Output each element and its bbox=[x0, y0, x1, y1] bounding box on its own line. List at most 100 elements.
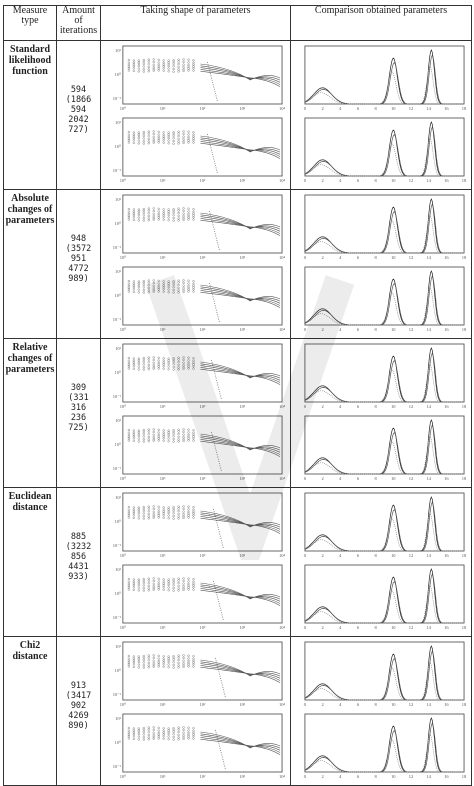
x-tick-label: 4 bbox=[339, 702, 342, 707]
x-tick-label: 16 bbox=[444, 404, 449, 409]
parameter-trajectory-markers bbox=[127, 279, 195, 294]
convergence-curves bbox=[200, 135, 281, 159]
y-tick-label: 10⁰ bbox=[115, 740, 121, 745]
x-tick-label: 2 bbox=[321, 625, 323, 630]
comparison-cell: 0 2 4 6 8 10 12 14 16 18 0 2 4 6 8 10 12 14 16 18 bbox=[290, 487, 472, 637]
y-tick-label: 10⁰ bbox=[115, 72, 121, 77]
x-tick-label: 6 bbox=[357, 178, 360, 183]
x-tick-label: 10¹ bbox=[160, 476, 166, 481]
iterations-cell: 885 (3232 856 4431 933) bbox=[56, 487, 101, 637]
x-tick-label: 10³ bbox=[239, 702, 245, 707]
comparison-figure: 0 2 4 6 8 10 12 14 16 18 0 2 4 6 8 10 12 14 16 18 bbox=[304, 641, 467, 779]
convergence-curves bbox=[200, 659, 281, 683]
header-amount-of-iterations: Amount of iterations bbox=[56, 5, 101, 41]
x-tick-label: 18 bbox=[462, 476, 467, 481]
x-tick-label: 10⁴ bbox=[279, 327, 285, 332]
mu-convergence-panel: 10¹ 10⁰ 10⁻¹ 10⁰ 10¹ 10² 10³ 10⁴ bbox=[113, 641, 285, 707]
convergence-curves bbox=[200, 361, 281, 385]
x-tick-label: 16 bbox=[444, 255, 449, 260]
x-tick-label: 10² bbox=[200, 404, 206, 409]
y-tick-label: 10¹ bbox=[115, 567, 121, 572]
x-tick-label: 10² bbox=[200, 625, 206, 630]
y-tick-label: 10⁻¹ bbox=[113, 543, 122, 548]
x-tick-label: 14 bbox=[426, 553, 431, 558]
header-taking-shape: Taking shape of parameters bbox=[100, 5, 291, 41]
x-tick-label: 10⁰ bbox=[120, 625, 126, 630]
x-tick-label: 0 bbox=[304, 625, 307, 630]
x-tick-label: 2 bbox=[321, 553, 323, 558]
x-tick-label: 8 bbox=[375, 476, 378, 481]
x-tick-label: 10 bbox=[391, 255, 396, 260]
iterations-value: 594 (1866 594 2042 727) bbox=[65, 85, 92, 135]
y-tick-label: 10¹ bbox=[115, 120, 121, 125]
iterations-cell: 948 (3572 951 4772 989) bbox=[56, 189, 101, 339]
sigma-convergence-panel: 10¹ 10⁰ 10⁻¹ 10⁰ 10¹ 10² 10³ 10⁴ bbox=[113, 266, 285, 332]
x-tick-label: 4 bbox=[339, 625, 342, 630]
mu-convergence-panel: 10¹ 10⁰ 10⁻¹ 10⁰ 10¹ 10² 10³ 10⁴ bbox=[113, 343, 285, 409]
x-tick-label: 10⁰ bbox=[120, 702, 126, 707]
x-tick-label: 0 bbox=[304, 476, 307, 481]
mu-convergence-panel: 10¹ 10⁰ 10⁻¹ 10⁰ 10¹ 10² 10³ 10⁴ bbox=[113, 492, 285, 558]
measure-type-label: Absolute changes of parameters bbox=[5, 193, 55, 226]
measure-type-label: Relative changes of parameters bbox=[5, 342, 55, 375]
y-tick-label: 10⁰ bbox=[115, 370, 121, 375]
parameter-trajectory-markers bbox=[127, 726, 195, 741]
header-row: Measure type Amount of iterations Taking… bbox=[3, 5, 472, 41]
x-tick-label: 10² bbox=[200, 106, 206, 111]
taking-shape-cell: 10¹ 10⁰ 10⁻¹ 10⁰ 10¹ 10² 10³ 10⁴ 10¹ 10⁰ 10⁻¹ 10⁰ 10… bbox=[100, 189, 291, 339]
x-tick-label: 16 bbox=[444, 178, 449, 183]
x-tick-label: 8 bbox=[375, 327, 378, 332]
x-tick-label: 10² bbox=[200, 553, 206, 558]
x-tick-label: 10⁴ bbox=[279, 774, 285, 779]
comparison-cell: 0 2 4 6 8 10 12 14 16 18 0 2 4 6 8 10 12 14 16 18 bbox=[290, 189, 472, 339]
y-tick-label: 10⁻¹ bbox=[113, 168, 122, 173]
density-comparison-panel-bottom: 0 2 4 6 8 10 12 14 16 18 bbox=[304, 266, 467, 332]
density-comparison-panel-top: 0 2 4 6 8 10 12 14 16 18 bbox=[304, 641, 467, 707]
x-tick-label: 8 bbox=[375, 106, 378, 111]
x-tick-label: 0 bbox=[304, 404, 307, 409]
x-tick-label: 10 bbox=[391, 106, 396, 111]
parameter-trajectory-markers bbox=[127, 577, 195, 592]
comparison-cell: 0 2 4 6 8 10 12 14 16 18 0 2 4 6 8 10 12 14 16 18 bbox=[290, 338, 472, 488]
taking-shape-cell: 10¹ 10⁰ 10⁻¹ 10⁰ 10¹ 10² 10³ 10⁴ 10¹ 10⁰ 10⁻¹ 10⁰ 10… bbox=[100, 636, 291, 786]
sigma-convergence-panel: 10¹ 10⁰ 10⁻¹ 10⁰ 10¹ 10² 10³ 10⁴ bbox=[113, 713, 285, 779]
density-curve-estimated bbox=[304, 352, 465, 403]
convergence-curves bbox=[200, 284, 281, 308]
density-curve-initial bbox=[304, 436, 465, 475]
x-tick-label: 0 bbox=[304, 255, 307, 260]
x-tick-label: 14 bbox=[426, 625, 431, 630]
x-tick-label: 0 bbox=[304, 774, 307, 779]
x-tick-label: 10³ bbox=[239, 178, 245, 183]
x-tick-label: 6 bbox=[357, 476, 360, 481]
x-tick-label: 0 bbox=[304, 178, 307, 183]
x-tick-label: 18 bbox=[462, 178, 467, 183]
density-curve-estimated bbox=[304, 203, 465, 254]
comparison-figure: 0 2 4 6 8 10 12 14 16 18 0 2 4 6 8 10 12 14 16 18 bbox=[304, 194, 467, 332]
comparison-figure: 0 2 4 6 8 10 12 14 16 18 0 2 4 6 8 10 12 14 16 18 bbox=[304, 45, 467, 183]
density-curve-initial bbox=[304, 66, 465, 105]
density-curve-estimated bbox=[304, 424, 465, 475]
density-comparison-panel-bottom: 0 2 4 6 8 10 12 14 16 18 bbox=[304, 117, 467, 183]
x-tick-label: 12 bbox=[409, 327, 413, 332]
measure-type-cell: Euclidean distance bbox=[3, 487, 57, 637]
density-comparison-panel-top: 0 2 4 6 8 10 12 14 16 18 bbox=[304, 343, 467, 409]
x-tick-label: 10⁴ bbox=[279, 178, 285, 183]
x-tick-label: 10 bbox=[391, 553, 396, 558]
x-tick-label: 10³ bbox=[239, 404, 245, 409]
iterations-value: 309 (331 316 236 725) bbox=[68, 383, 89, 433]
x-tick-label: 10⁴ bbox=[279, 553, 285, 558]
y-tick-label: 10⁻¹ bbox=[113, 317, 122, 322]
x-tick-label: 4 bbox=[339, 327, 342, 332]
taking-shape-cell: 10¹ 10⁰ 10⁻¹ 10⁰ 10¹ 10² 10³ 10⁴ 10¹ 10⁰ 10⁻¹ 10⁰ 10… bbox=[100, 40, 291, 190]
convergence-curves bbox=[200, 433, 281, 457]
x-tick-label: 12 bbox=[409, 178, 413, 183]
y-tick-label: 10⁰ bbox=[115, 668, 121, 673]
y-tick-label: 10¹ bbox=[115, 716, 121, 721]
x-tick-label: 10² bbox=[200, 702, 206, 707]
x-tick-label: 4 bbox=[339, 178, 342, 183]
x-tick-label: 10¹ bbox=[160, 404, 166, 409]
x-tick-label: 0 bbox=[304, 327, 307, 332]
parameter-trajectory-markers bbox=[127, 207, 195, 222]
y-tick-label: 10⁰ bbox=[115, 221, 121, 226]
